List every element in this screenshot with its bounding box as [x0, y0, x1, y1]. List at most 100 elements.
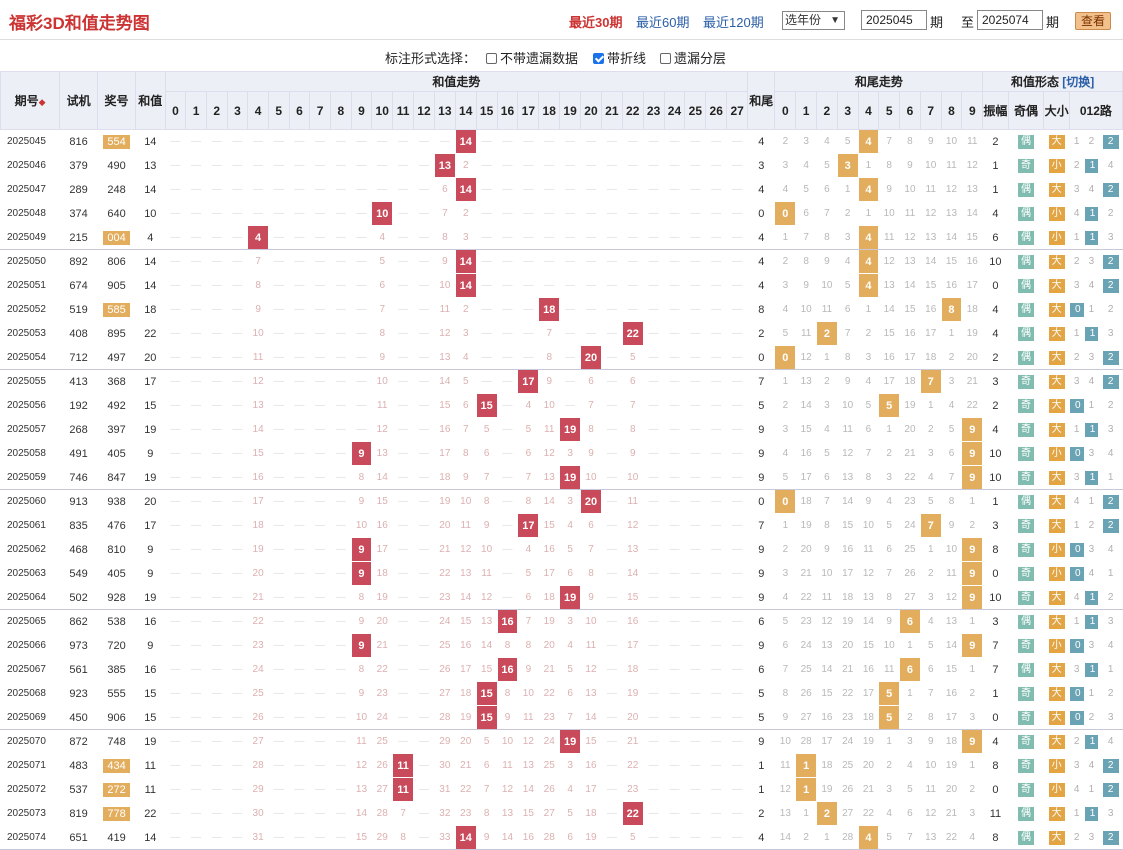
col-issue[interactable]: 期号◆ — [0, 71, 61, 130]
tail-value-cell: 9 — [747, 441, 776, 466]
sum-miss-cell: — — [413, 273, 435, 298]
tail-miss-cell: 11 — [836, 417, 859, 442]
tail-miss-cell: 11 — [940, 153, 963, 178]
tail-value-cell: 4 — [747, 825, 776, 850]
sum-miss-cell: 19 — [371, 585, 394, 610]
checkbox-no-missing[interactable] — [486, 53, 497, 64]
sum-miss-cell: — — [392, 585, 415, 610]
tail-miss-cell: 5 — [878, 825, 901, 850]
option-no-missing-label: 不带遗漏数据 — [500, 51, 579, 66]
sum-miss-cell: — — [496, 201, 519, 226]
sum-miss-cell: — — [580, 273, 602, 298]
tail-miss-cell: 8 — [836, 345, 859, 370]
tail-miss-cell: 14 — [961, 201, 984, 226]
sum-miss-cell: 8 — [517, 489, 540, 514]
amplitude-cell: 7 — [982, 633, 1009, 658]
to-issue-input[interactable]: 2025074 — [977, 10, 1043, 30]
sum-miss-cell: — — [663, 153, 686, 178]
sum-miss-cell: — — [600, 177, 623, 202]
sum-miss-cell: — — [226, 705, 249, 730]
sum-col-header: 18 — [538, 91, 561, 130]
tail-miss-cell: 5 — [919, 489, 942, 514]
sum-miss-cell: — — [267, 345, 290, 370]
sum-miss-cell: 2 — [454, 201, 477, 226]
sum-miss-cell: 13 — [496, 801, 519, 826]
tail-miss-cell: 7 — [878, 129, 901, 154]
big-small-cell: 大 — [1043, 681, 1070, 706]
tail-hit-cell: 3 — [836, 153, 859, 178]
issue-cell: 2025048 — [0, 201, 61, 226]
sum-miss-cell: — — [288, 489, 311, 514]
sum-miss-cell: 7 — [538, 321, 561, 346]
table-row: 2025056 192 492 15— — — —13— — — — —11— —15 6 15—4 10—… — [0, 393, 1123, 418]
sum-miss-cell: 6 — [559, 561, 582, 586]
sum-miss-cell: — — [329, 249, 352, 274]
tail-miss-cell: 9 — [878, 177, 901, 202]
sum-miss-cell: 12 — [454, 537, 477, 562]
sum-miss-cell: — — [329, 633, 352, 658]
option-with-line[interactable]: 带折线 — [593, 48, 646, 67]
option-no-missing[interactable]: 不带遗漏数据 — [486, 48, 578, 67]
sum-miss-cell: — — [309, 345, 331, 370]
sort-icon[interactable]: ◆ — [38, 97, 46, 107]
sum-miss-cell: — — [684, 369, 707, 394]
from-issue-input[interactable]: 2025045 — [861, 10, 927, 30]
checkbox-with-line[interactable] — [593, 53, 604, 64]
sum-miss-cell: — — [517, 321, 540, 346]
sum-miss-cell: — — [663, 417, 686, 442]
odd-even-cell: 奇 — [1007, 153, 1045, 178]
sum-miss-cell: — — [329, 345, 352, 370]
range-60-link[interactable]: 最近60期 — [636, 15, 690, 30]
draw-number-cell: 585 — [97, 297, 137, 322]
checkbox-layered[interactable] — [660, 53, 671, 64]
year-select[interactable]: 选年份 ▼ — [782, 11, 845, 30]
tail-miss-cell: 22 — [961, 393, 984, 418]
tail-miss-cell: 3 — [919, 441, 942, 466]
sum-miss-cell: 16 — [517, 825, 540, 850]
sum-miss-cell: — — [185, 177, 207, 202]
tail-miss-cell: 2 — [940, 345, 963, 370]
sum-miss-cell: — — [205, 681, 228, 706]
tail-miss-cell: 2 — [836, 201, 859, 226]
query-button[interactable]: 查看 — [1075, 12, 1111, 30]
sum-miss-cell: 8 — [475, 489, 498, 514]
sum-col-header: 25 — [684, 91, 707, 130]
sum-miss-cell: — — [205, 225, 228, 250]
big-small-cell: 大 — [1043, 489, 1070, 514]
sum-miss-cell: — — [726, 489, 749, 514]
tail-miss-cell: 12 — [836, 441, 859, 466]
sum-miss-cell: — — [726, 417, 749, 442]
tail-miss-cell: 6 — [857, 417, 880, 442]
tail-miss-cell: 11 — [940, 561, 963, 586]
sum-miss-cell: 9 — [538, 369, 561, 394]
tail-miss-cell: 4 — [774, 585, 797, 610]
sum-miss-cell: — — [288, 417, 311, 442]
range-30-link[interactable]: 最近30期 — [569, 15, 623, 30]
tail-miss-cell: 3 — [795, 129, 818, 154]
tail-miss-cell: 12 — [961, 153, 984, 178]
sum-miss-cell: — — [600, 345, 623, 370]
tail-miss-cell: 3 — [774, 417, 797, 442]
switch-link[interactable]: [切换] — [1062, 75, 1095, 89]
sum-miss-cell: 25 — [538, 753, 561, 778]
table-row: 2025067 561 385 16— — — —24— — — —8 22— —26 17 15 16 9 2… — [0, 657, 1123, 682]
road-tag: 1 — [1084, 326, 1098, 341]
sum-miss-cell: — — [392, 705, 415, 730]
tail-miss-cell: 8 — [878, 585, 901, 610]
sum-miss-cell: — — [392, 681, 415, 706]
sum-miss-cell: — — [705, 297, 728, 322]
sum-miss-cell: — — [600, 729, 623, 754]
range-120-link[interactable]: 最近120期 — [703, 15, 764, 30]
sum-miss-cell: — — [705, 369, 728, 394]
sum-miss-cell: — — [185, 297, 207, 322]
sum-hit-cell: 11 — [392, 753, 415, 778]
draw-number: 895 — [107, 327, 126, 340]
sum-miss-cell: — — [185, 777, 207, 802]
option-layered[interactable]: 遗漏分层 — [660, 48, 726, 67]
table-row: 2025048 374 640 10— — — — — — — — — —10— —7 2— — — — — — — — —… — [0, 201, 1123, 226]
odd-even-tag: 奇 — [1017, 566, 1034, 581]
tail-miss-cell: 18 — [961, 297, 984, 322]
sum-value-cell: 11 — [135, 777, 166, 802]
sum-miss-cell: — — [205, 561, 228, 586]
tail-miss-cell: 1 — [940, 321, 963, 346]
